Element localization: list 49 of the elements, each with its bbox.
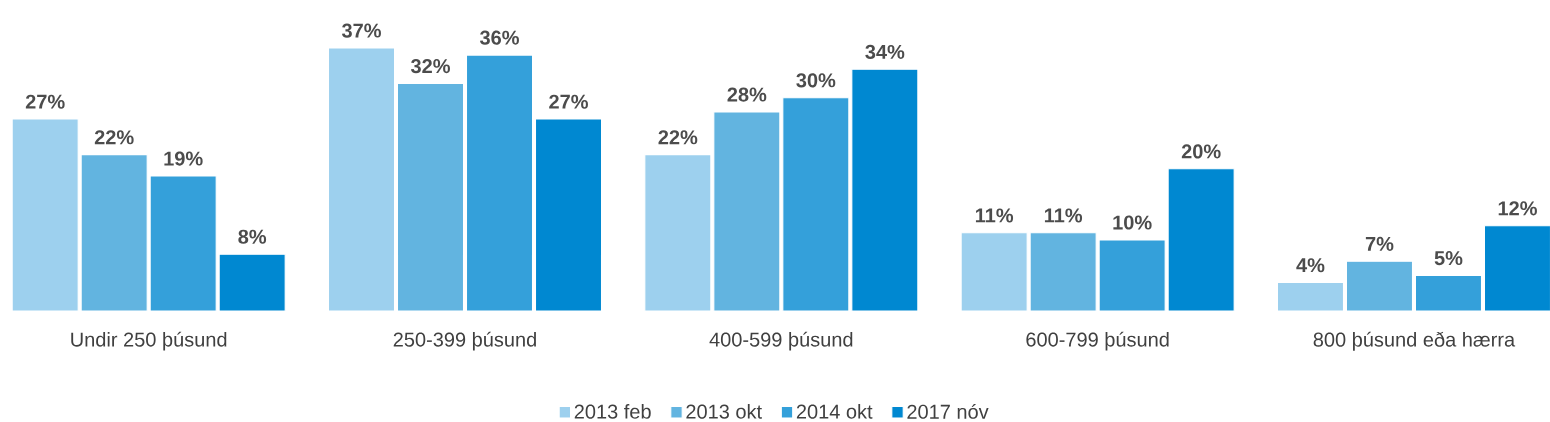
bar	[1414, 274, 1483, 311]
bar	[1483, 225, 1550, 311]
bar	[11, 118, 79, 311]
x-tick-label: 600-799 þúsund	[1026, 331, 1169, 351]
bar	[80, 154, 148, 311]
data-label: 34%	[865, 44, 905, 60]
data-label: 11%	[1044, 208, 1083, 223]
legend-label: 2013 feb	[574, 404, 651, 419]
data-label: 30%	[796, 73, 836, 88]
bar	[218, 253, 286, 311]
data-label: 12%	[1498, 201, 1537, 216]
data-label: 36%	[479, 30, 519, 45]
data-label: 10%	[1113, 215, 1152, 230]
bar	[1029, 232, 1097, 311]
legend-label: 2014 okt	[796, 404, 873, 419]
data-label: 32%	[410, 59, 450, 74]
data-label: 20%	[1181, 144, 1221, 159]
legend-label: 2013 okt	[686, 404, 762, 419]
data-label: 19%	[164, 151, 203, 166]
bar	[465, 54, 534, 311]
bar	[1345, 260, 1414, 311]
bar	[396, 83, 465, 311]
bar	[713, 111, 781, 311]
bar	[327, 47, 396, 311]
bar	[782, 97, 850, 311]
bar	[1167, 168, 1235, 311]
data-label: 4%	[1296, 258, 1325, 273]
data-label: 22%	[658, 130, 698, 145]
data-label: 5%	[1434, 251, 1463, 266]
bar	[851, 68, 919, 311]
bar	[960, 232, 1028, 311]
data-label: 37%	[341, 23, 381, 38]
bar	[534, 118, 603, 311]
data-label: 11%	[975, 208, 1014, 223]
bar	[1098, 239, 1166, 311]
bar	[149, 175, 217, 311]
data-label: 7%	[1365, 236, 1394, 251]
data-label: 8%	[238, 229, 267, 244]
bar	[644, 154, 712, 311]
x-tick-label: 800 þúsund eða hærra	[1313, 331, 1516, 351]
bar	[1276, 282, 1345, 311]
x-tick-label: 400-599 þúsund	[709, 331, 853, 351]
data-label: 27%	[25, 94, 65, 109]
data-label: 28%	[727, 87, 767, 102]
data-label: 22%	[94, 130, 134, 145]
data-label: 27%	[549, 94, 588, 109]
x-tick-label: 250-399 þúsund	[393, 331, 536, 351]
x-tick-label: Undir 250 þúsund	[71, 331, 227, 351]
legend-label: 2017 nóv	[907, 403, 989, 419]
